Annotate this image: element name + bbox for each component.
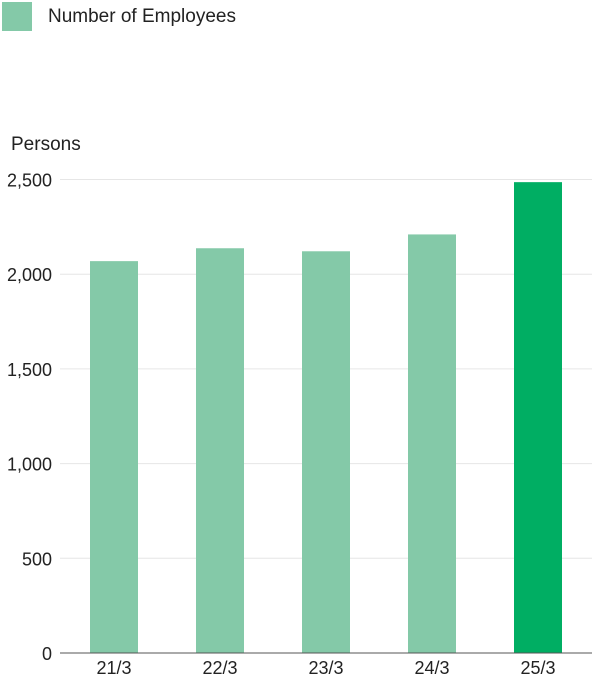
bar bbox=[302, 251, 350, 653]
legend-label: Number of Employees bbox=[48, 5, 236, 27]
x-tick-label: 24/3 bbox=[414, 658, 449, 678]
bar bbox=[408, 234, 456, 653]
bar bbox=[196, 248, 244, 653]
legend-swatch bbox=[2, 2, 32, 31]
x-tick-label: 23/3 bbox=[308, 658, 343, 678]
legend: Number of Employees bbox=[2, 2, 236, 31]
x-tick-label: 25/3 bbox=[520, 658, 555, 678]
y-tick-label: 2,000 bbox=[7, 265, 52, 285]
y-tick-label: 500 bbox=[22, 549, 52, 569]
y-tick-label: 1,500 bbox=[7, 360, 52, 380]
x-tick-label: 21/3 bbox=[96, 658, 131, 678]
y-tick-label: 2,500 bbox=[7, 171, 52, 191]
y-tick-label: 0 bbox=[42, 644, 52, 664]
bar bbox=[90, 261, 138, 653]
y-tick-label: 1,000 bbox=[7, 455, 52, 475]
bar bbox=[514, 182, 562, 653]
x-tick-label: 22/3 bbox=[202, 658, 237, 678]
y-axis-label: Persons bbox=[11, 134, 81, 155]
